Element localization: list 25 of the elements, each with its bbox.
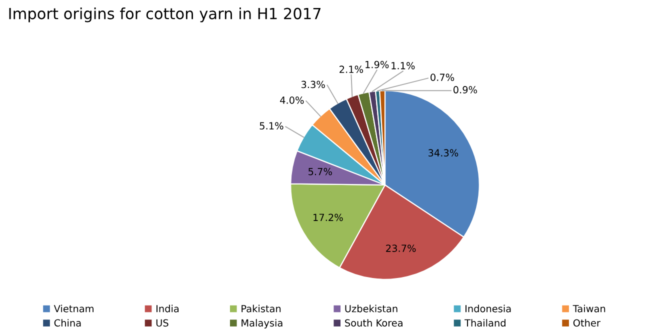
legend-label: Other [573, 319, 600, 327]
legend-label: Uzbekistan [345, 304, 398, 312]
data-label: 34.3% [428, 149, 458, 157]
data-label: 2.1% [340, 66, 364, 74]
legend-label: Taiwan [572, 304, 606, 312]
data-label: 1.9% [366, 60, 389, 68]
legend-label: Indonesia [466, 304, 511, 312]
data-label: 17.2% [314, 214, 343, 222]
data-label: 1.1% [392, 62, 415, 70]
legend-label: India [156, 304, 179, 312]
legend-label: South Korea [345, 319, 402, 327]
data-label: 0.9% [453, 86, 478, 94]
data-label: 3.3% [301, 80, 325, 88]
legend-label: Vietnam [54, 304, 94, 312]
data-label: 0.7% [430, 74, 454, 81]
legend-label: US [156, 319, 168, 327]
chart-title: Import origins for cotton yarn in H1 2017 [9, 8, 321, 22]
legend-label: Pakistan [242, 304, 281, 312]
data-label: 23.7% [386, 244, 416, 252]
legend-label: Malaysia [242, 319, 282, 328]
data-label: 5.1% [260, 122, 284, 130]
data-label: 4.0% [280, 96, 304, 104]
legend-label: China [54, 319, 81, 327]
legend-label: Thailand [464, 319, 506, 327]
data-label: 5.7% [308, 168, 332, 176]
